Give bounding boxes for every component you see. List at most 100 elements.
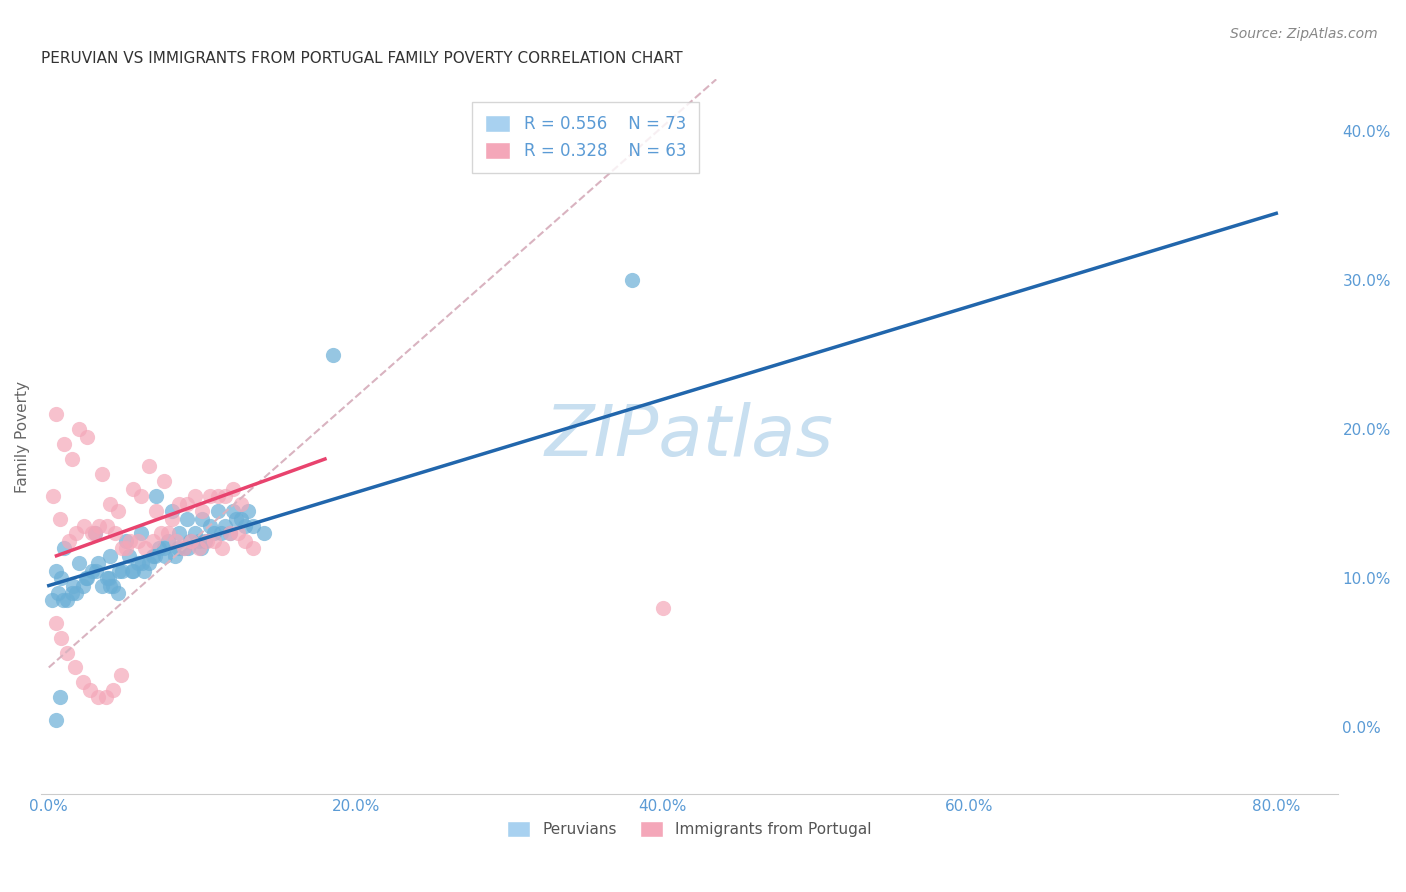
Point (94, 690, 117, 705)
Point (96, 519, 118, 533)
Point (145, 504, 167, 518)
Point (160, 511, 183, 525)
Point (252, 526, 274, 541)
Text: PERUVIAN VS IMMIGRANTS FROM PORTUGAL FAMILY POVERTY CORRELATION CHART: PERUVIAN VS IMMIGRANTS FROM PORTUGAL FAM… (41, 51, 683, 66)
Point (111, 541, 134, 556)
Point (69, 422, 91, 436)
Point (107, 586, 129, 600)
Point (60, 452, 83, 467)
Point (121, 564, 143, 578)
Point (214, 519, 236, 533)
Point (83, 526, 105, 541)
Point (145, 489, 167, 503)
Point (111, 564, 134, 578)
Point (110, 668, 132, 682)
Point (104, 526, 127, 541)
Point (198, 489, 221, 503)
Point (138, 459, 160, 474)
Point (53, 541, 76, 556)
Point (238, 504, 260, 518)
Point (142, 533, 165, 548)
Point (207, 489, 229, 503)
Point (322, 348, 344, 362)
Point (48, 511, 70, 525)
Point (42, 489, 65, 503)
Point (229, 497, 252, 511)
Point (242, 541, 264, 556)
Point (222, 504, 245, 518)
Point (190, 541, 212, 556)
Point (98, 549, 121, 563)
Point (72, 675, 94, 690)
Point (75, 571, 97, 585)
Point (45, 408, 67, 422)
Point (138, 556, 160, 570)
Point (131, 556, 153, 570)
Point (127, 556, 149, 570)
Point (242, 519, 264, 533)
Point (214, 489, 236, 503)
Point (226, 526, 249, 541)
Point (80, 564, 103, 578)
Point (218, 526, 240, 541)
Point (209, 526, 232, 541)
Point (117, 549, 139, 563)
Point (149, 526, 172, 541)
Point (173, 541, 195, 556)
Point (120, 533, 142, 548)
Point (148, 541, 170, 556)
Point (114, 533, 136, 548)
Point (198, 519, 221, 533)
Point (41, 593, 63, 607)
Point (58, 533, 80, 548)
Point (65, 586, 87, 600)
Point (76, 430, 98, 444)
Point (107, 504, 129, 518)
Point (176, 497, 198, 511)
Point (229, 511, 252, 525)
Point (204, 526, 226, 541)
Point (651, 601, 673, 615)
Point (46, 586, 69, 600)
Point (153, 475, 176, 489)
Point (69, 556, 91, 570)
Point (98, 578, 121, 592)
Point (183, 526, 205, 541)
Point (56, 593, 79, 607)
Point (91, 467, 114, 481)
Point (153, 541, 176, 556)
Point (73, 519, 96, 533)
Point (87, 556, 110, 570)
Point (129, 526, 152, 541)
Point (127, 533, 149, 548)
Point (53, 437, 76, 451)
Point (142, 549, 165, 563)
Point (45, 564, 67, 578)
Point (183, 489, 205, 503)
Point (48, 690, 70, 705)
Point (97, 571, 120, 585)
Point (122, 564, 145, 578)
Point (56, 646, 79, 660)
Text: ZIPatlas: ZIPatlas (546, 402, 834, 471)
Point (80, 526, 103, 541)
Point (76, 571, 98, 585)
Point (177, 541, 200, 556)
Point (49, 571, 72, 585)
Point (86, 564, 108, 578)
Point (233, 519, 256, 533)
Point (173, 541, 195, 556)
Point (45, 615, 67, 630)
Point (191, 511, 214, 525)
Point (620, 273, 643, 287)
Point (65, 526, 87, 541)
Point (108, 564, 131, 578)
Point (157, 526, 180, 541)
Point (218, 526, 240, 541)
Point (225, 511, 247, 525)
Point (91, 578, 114, 592)
Point (63, 660, 86, 674)
Point (103, 578, 125, 592)
Point (103, 682, 125, 697)
Point (122, 482, 145, 496)
